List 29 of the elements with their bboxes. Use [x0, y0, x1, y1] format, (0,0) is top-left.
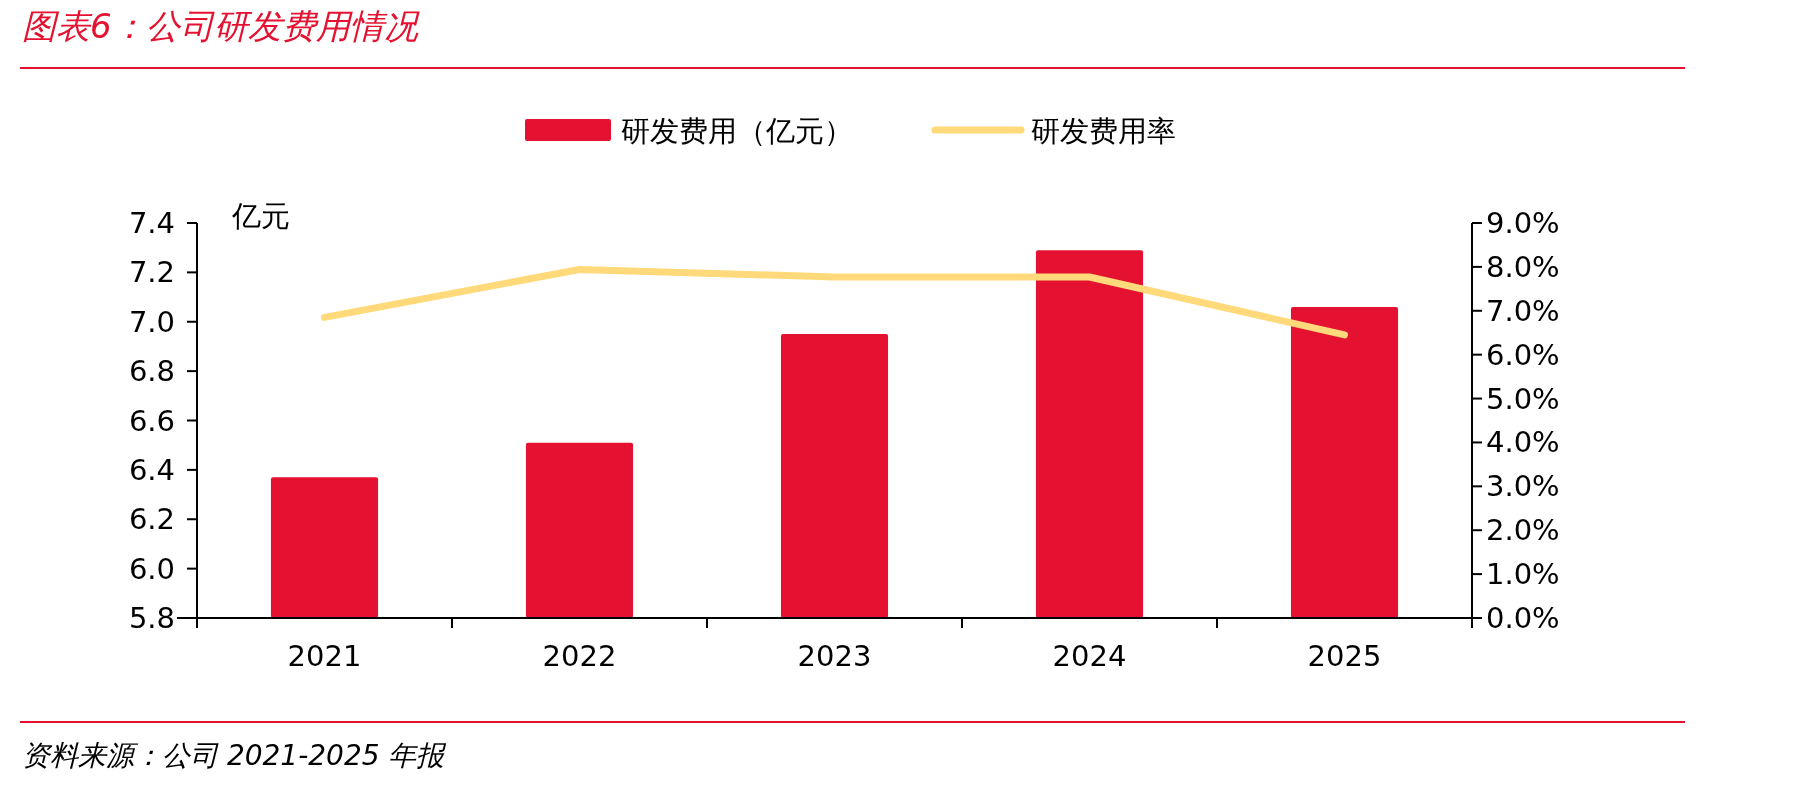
legend-label: 研发费用率 — [1031, 114, 1176, 148]
y-tick-label: 6.8 — [128, 354, 175, 389]
text: 资料来源：公司 2021-2025 年报 — [22, 739, 448, 772]
y2-tick-label: 6.0% — [1486, 337, 1560, 372]
y2-tick-label: 9.0% — [1486, 206, 1560, 240]
y2-tick-label: 2.0% — [1486, 513, 1560, 548]
y-tick-label: 6.0 — [128, 551, 175, 586]
y2-tick-label: 7.0% — [1486, 293, 1560, 328]
y-tick-label: 7.2 — [128, 255, 175, 290]
x-tick-label: 2023 — [797, 639, 872, 673]
y-tick-label: 6.6 — [128, 403, 175, 438]
x-tick-label: 2021 — [287, 639, 362, 673]
x-tick-label: 2022 — [542, 639, 617, 673]
x-tick-label: 2024 — [1052, 639, 1127, 673]
y2-tick-label: 3.0% — [1486, 469, 1560, 504]
y2-tick-label: 0.0% — [1486, 601, 1560, 635]
legend-label: 研发费用（亿元） — [621, 114, 853, 148]
y-tick-label: 6.4 — [128, 452, 175, 487]
y2-tick-label: 1.0% — [1486, 557, 1560, 592]
y-tick-label: 5.8 — [128, 601, 175, 635]
y-tick-label: 7.0 — [128, 304, 175, 339]
x-tick-label: 2025 — [1307, 639, 1382, 673]
y-tick-label: 6.2 — [128, 502, 175, 537]
y-axis-title: 亿元 — [231, 199, 290, 233]
y-tick-label: 7.4 — [128, 206, 175, 240]
chart-title: 图表6：公司研发费用情况 — [22, 6, 420, 46]
y2-tick-label: 8.0% — [1486, 249, 1560, 284]
y2-tick-label: 4.0% — [1486, 425, 1560, 460]
y2-tick-label: 5.0% — [1486, 381, 1560, 416]
